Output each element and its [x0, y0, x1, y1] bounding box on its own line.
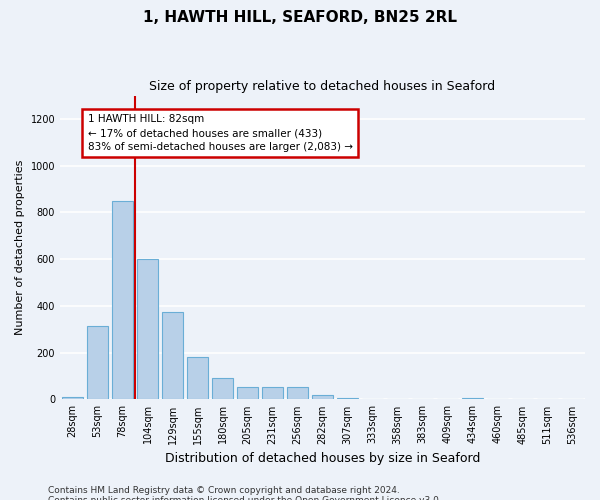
Text: 1, HAWTH HILL, SEAFORD, BN25 2RL: 1, HAWTH HILL, SEAFORD, BN25 2RL: [143, 10, 457, 25]
Bar: [287, 386, 308, 400]
Text: Contains HM Land Registry data © Crown copyright and database right 2024.: Contains HM Land Registry data © Crown c…: [48, 486, 400, 495]
Bar: [212, 378, 233, 400]
Title: Size of property relative to detached houses in Seaford: Size of property relative to detached ho…: [149, 80, 496, 93]
Bar: [337, 398, 358, 400]
Text: Contains public sector information licensed under the Open Government Licence v3: Contains public sector information licen…: [48, 496, 442, 500]
Bar: [162, 312, 183, 400]
Bar: [312, 395, 333, 400]
Bar: [462, 398, 483, 400]
Bar: [187, 358, 208, 400]
Text: 1 HAWTH HILL: 82sqm
← 17% of detached houses are smaller (433)
83% of semi-detac: 1 HAWTH HILL: 82sqm ← 17% of detached ho…: [88, 114, 353, 152]
Bar: [87, 326, 108, 400]
Bar: [262, 386, 283, 400]
Bar: [137, 259, 158, 400]
Y-axis label: Number of detached properties: Number of detached properties: [15, 160, 25, 335]
Bar: [62, 397, 83, 400]
Bar: [237, 386, 258, 400]
X-axis label: Distribution of detached houses by size in Seaford: Distribution of detached houses by size …: [165, 452, 480, 465]
Bar: [112, 200, 133, 400]
